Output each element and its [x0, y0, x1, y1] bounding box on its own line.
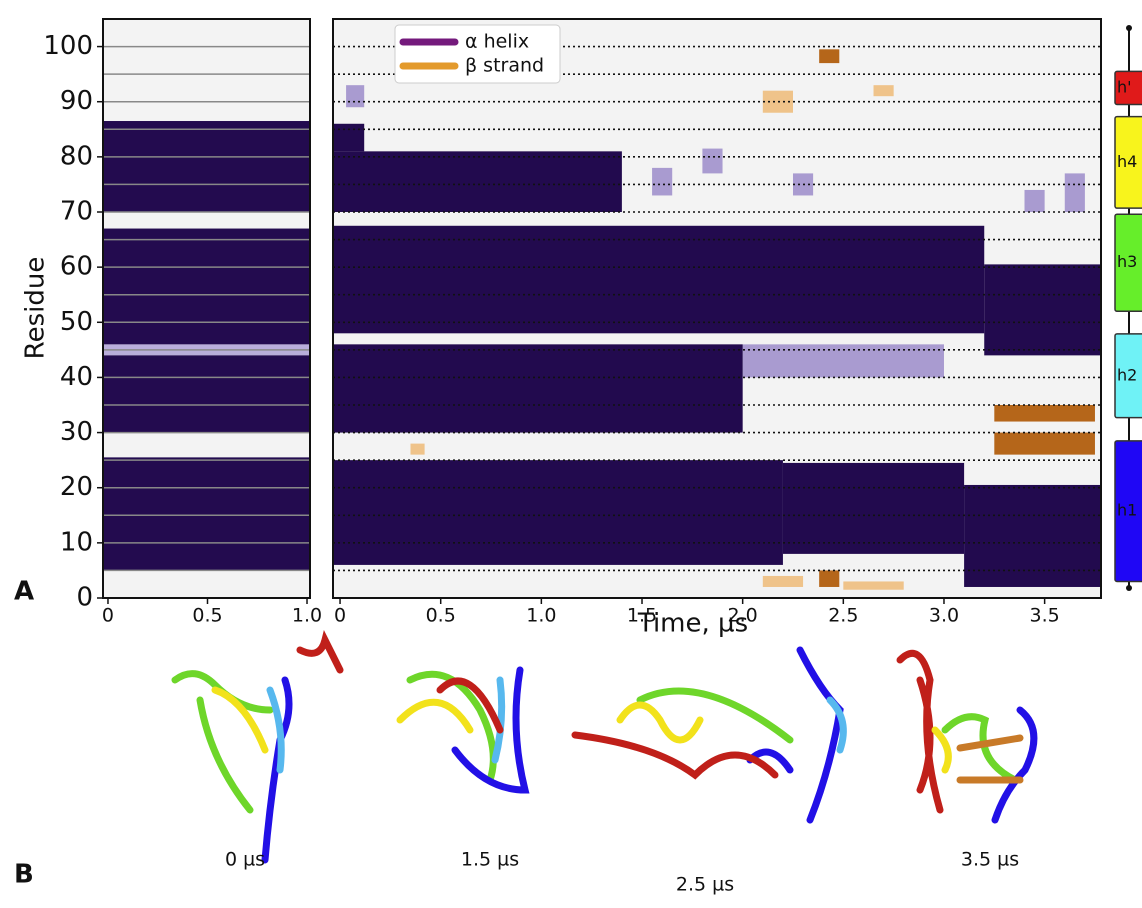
structure-block [984, 264, 1101, 356]
helix-segment [1114, 440, 1142, 583]
structure-block [762, 575, 804, 587]
legend-label: β strand [465, 55, 544, 77]
panel-label: B [14, 860, 34, 890]
y-axis-label: Residue [21, 257, 51, 360]
y-tick-label: 60 [60, 252, 93, 282]
y-tick-label: 70 [60, 197, 93, 227]
structure-3 [896, 649, 1038, 824]
legend-label: α helix [465, 31, 529, 53]
y-tick-label: 10 [60, 527, 93, 557]
structure-2 [571, 646, 847, 824]
structure-block [702, 148, 723, 174]
helix-end [1126, 25, 1132, 31]
structure-block [873, 85, 894, 97]
snapshot-label: 1.5 µs [461, 849, 519, 871]
snapshot-label: 2.5 µs [676, 874, 734, 896]
structure-block [346, 85, 365, 108]
helix-segment [1114, 333, 1142, 419]
x-tick-label: 0 [102, 605, 114, 627]
x-tick-label: 0 [334, 605, 346, 627]
structure-block [1064, 173, 1085, 212]
structure-block [964, 484, 1101, 587]
y-tick-label: 80 [60, 141, 93, 171]
structure-block [843, 581, 904, 590]
helix-segment [1114, 70, 1142, 106]
x-tick-label: 3.0 [929, 605, 959, 627]
y-tick-label: 20 [60, 472, 93, 502]
helix-label: h1 [1117, 501, 1137, 520]
structure-block [652, 167, 673, 196]
structure-block [103, 121, 310, 212]
helix-end [1126, 585, 1132, 591]
structure-block [333, 460, 783, 565]
y-tick-label: 30 [60, 417, 93, 447]
helix-label: h3 [1117, 252, 1137, 271]
x-tick-label: 1.5 [627, 605, 657, 627]
structure-1 [396, 666, 530, 794]
structure-block [762, 90, 793, 113]
helix-label: h' [1117, 77, 1132, 96]
structure-block [103, 228, 310, 345]
snapshot-label: 0 µs [225, 849, 265, 871]
structure-block [782, 462, 965, 554]
structure-block [819, 49, 840, 64]
structure-block [994, 432, 1095, 455]
helix-label: h4 [1117, 152, 1137, 171]
y-tick-label: 50 [60, 307, 93, 337]
y-tick-label: 90 [60, 86, 93, 116]
helix-segment [1114, 115, 1142, 209]
structure-block [333, 225, 985, 334]
x-tick-label: 1.0 [292, 605, 322, 627]
x-tick-label: 2.5 [828, 605, 858, 627]
x-axis-label: Time, µs [637, 609, 748, 639]
structure-block [819, 570, 840, 587]
x-tick-label: 2.0 [728, 605, 758, 627]
x-tick-label: 0.5 [192, 605, 222, 627]
structure-block [333, 151, 622, 212]
structure-block [103, 355, 310, 433]
y-tick-label: 40 [60, 362, 93, 392]
structure-block [103, 457, 310, 571]
x-tick-label: 0.5 [426, 605, 456, 627]
plot-frame [102, 18, 311, 599]
structure-block [994, 405, 1095, 422]
structure-0 [171, 629, 344, 864]
structure-block [333, 344, 743, 433]
structure-block [1024, 189, 1045, 212]
y-tick-label: 0 [76, 583, 93, 613]
y-tick-label: 100 [43, 31, 93, 61]
helix-segment [1114, 213, 1142, 313]
x-tick-label: 1.0 [526, 605, 556, 627]
plot-frame [332, 18, 1102, 599]
helix-label: h2 [1117, 365, 1137, 384]
structure-block [410, 443, 425, 455]
panel-label: A [14, 577, 34, 607]
structure-block [333, 123, 365, 152]
x-tick-label: 3.5 [1030, 605, 1060, 627]
snapshot-label: 3.5 µs [961, 849, 1019, 871]
